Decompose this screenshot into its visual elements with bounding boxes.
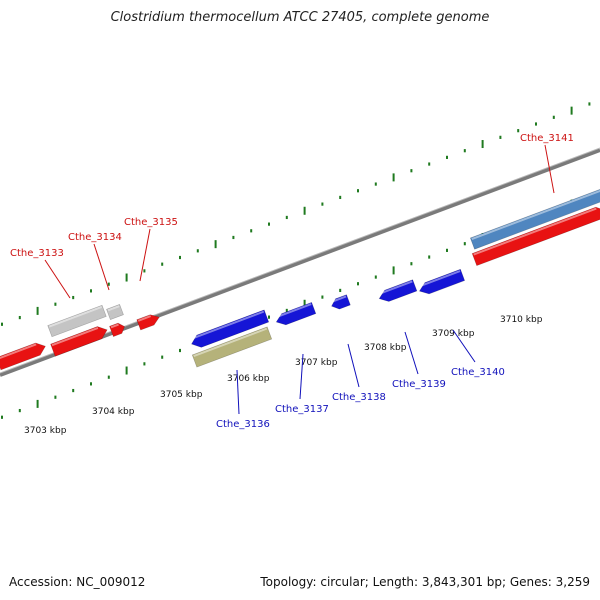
map-title: Clostridium thermocellum ATCC 27405, com… [110, 10, 490, 25]
gene-leader-line [299, 353, 304, 400]
gene-cthe-3136-rna [191, 326, 273, 368]
gene-cthe-3141 [471, 206, 600, 267]
gene-cthe-3138 [330, 294, 351, 310]
gene-cthe-3133-body [0, 342, 46, 371]
pseudo-gene-a [47, 304, 107, 338]
gene-cthe-3134 [50, 326, 108, 357]
gene-label: Cthe_3140 [451, 367, 505, 378]
gene-cthe-3135 [136, 314, 160, 331]
gene-cthe-3141-highlight [469, 188, 600, 250]
scale-label: 3705 kbp [160, 390, 203, 400]
gene-cthe-3140-shine [418, 270, 461, 288]
gene-leader-line [93, 243, 110, 291]
gene-leader-line [452, 329, 476, 363]
gene-cthe-3137 [275, 301, 317, 326]
gene-cthe-3136 [190, 309, 270, 348]
scale-label: 3703 kbp [24, 426, 67, 436]
gene-label: Cthe_3141 [520, 133, 574, 144]
gene-cthe-3141-highlight-shine [471, 189, 600, 240]
gene-leader-line [404, 331, 419, 375]
scale-label: 3707 kbp [295, 358, 338, 368]
gene-cthe-3135-shine [137, 315, 152, 322]
accession-text: Accession: NC_009012 [9, 575, 146, 589]
gene-leader-line [236, 369, 240, 415]
pseudo-gene-a-body [47, 304, 107, 338]
gene-cthe-3134b [109, 322, 125, 337]
gene-cthe-3141-shine [473, 207, 597, 256]
gene-cthe-3134-body [50, 326, 108, 357]
gene-cthe-3134b-shine [110, 323, 119, 329]
gene-leader-line [544, 144, 555, 194]
pseudo-gene-b [106, 304, 124, 320]
gene-label: Cthe_3139 [392, 379, 446, 390]
gene-cthe-3136-rna-shine [193, 327, 268, 357]
genome-summary-text: Topology: circular; Length: 3,843,301 bp… [260, 575, 590, 589]
scale-label: 3704 kbp [92, 407, 135, 417]
gene-cthe-3133-shine [0, 343, 37, 360]
gene-leader-line [139, 228, 151, 282]
gene-label: Cthe_3134 [68, 232, 122, 243]
scale-label: 3706 kbp [227, 374, 270, 384]
gene-cthe-3137-body [275, 301, 317, 326]
gene-cthe-3134b-body [109, 322, 125, 337]
gene-cthe-3135-body [136, 314, 160, 331]
scale-label: 3710 kbp [500, 315, 543, 325]
gene-cthe-3136-body [191, 309, 270, 348]
gene-cthe-3134-shine [51, 327, 99, 347]
gene-cthe-3133 [0, 342, 46, 371]
pseudo-gene-b-body [106, 304, 124, 320]
gene-cthe-3141-body [471, 206, 600, 267]
gene-cthe-3139-body [378, 279, 418, 302]
gene-leader-line [347, 343, 360, 388]
gene-cthe-3137-shine [275, 303, 312, 319]
gene-leader-line [44, 259, 71, 299]
gene-cthe-3140 [418, 268, 466, 295]
gene-cthe-3139-shine [378, 280, 413, 296]
gene-label: Cthe_3135 [124, 217, 178, 228]
gene-cthe-3138-body [331, 294, 351, 310]
scale-label: 3708 kbp [364, 343, 407, 353]
gene-cthe-3136-shine [190, 310, 265, 340]
gene-label: Cthe_3133 [10, 248, 64, 259]
gene-cthe-3138-shine [330, 295, 347, 304]
pseudo-gene-b-shine [107, 305, 120, 312]
scale-label: 3709 kbp [432, 329, 475, 339]
gene-label: Cthe_3138 [332, 392, 386, 403]
gene-cthe-3139 [378, 279, 418, 302]
gene-cthe-3140-body [418, 268, 466, 295]
gene-label: Cthe_3137 [275, 404, 329, 415]
gene-cthe-3141-highlight-body [469, 188, 600, 250]
pseudo-gene-a-shine [48, 306, 102, 328]
gene-cthe-3136-rna-body [191, 326, 273, 368]
gene-label: Cthe_3136 [216, 419, 270, 430]
